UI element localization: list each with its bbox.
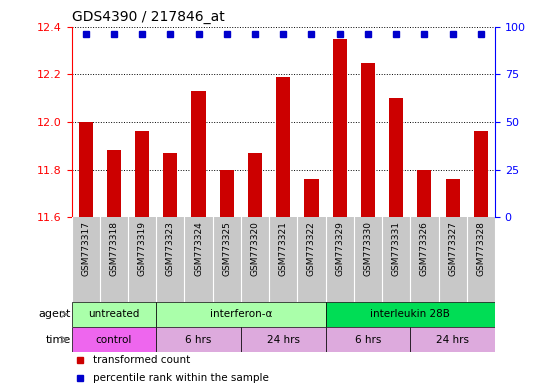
Bar — [389, 98, 403, 384]
Text: 6 hrs: 6 hrs — [355, 334, 381, 344]
Text: GSM773319: GSM773319 — [138, 221, 147, 276]
Bar — [446, 179, 460, 384]
Text: 24 hrs: 24 hrs — [267, 334, 300, 344]
Bar — [474, 131, 488, 384]
Text: GSM773320: GSM773320 — [250, 221, 260, 276]
Text: time: time — [45, 334, 70, 344]
Text: percentile rank within the sample: percentile rank within the sample — [92, 372, 268, 383]
Text: GSM773322: GSM773322 — [307, 221, 316, 276]
Text: control: control — [96, 334, 132, 344]
Text: GSM773326: GSM773326 — [420, 221, 429, 276]
Bar — [326, 327, 410, 352]
Text: GSM773328: GSM773328 — [476, 221, 486, 276]
Text: GSM773321: GSM773321 — [279, 221, 288, 276]
Bar — [333, 39, 347, 384]
Bar — [156, 301, 326, 327]
Text: GSM773329: GSM773329 — [335, 221, 344, 276]
Bar — [417, 169, 432, 384]
Text: GSM773323: GSM773323 — [166, 221, 175, 276]
Bar — [276, 77, 290, 384]
Bar — [72, 301, 156, 327]
Bar — [163, 153, 177, 384]
Bar — [305, 179, 318, 384]
Text: GSM773330: GSM773330 — [364, 221, 372, 276]
Text: GSM773324: GSM773324 — [194, 221, 203, 276]
Bar — [410, 327, 495, 352]
Bar — [361, 63, 375, 384]
Text: interferon-α: interferon-α — [210, 309, 272, 319]
Bar — [191, 91, 206, 384]
Bar — [220, 169, 234, 384]
Bar — [107, 151, 121, 384]
Bar — [326, 301, 495, 327]
Text: GSM773331: GSM773331 — [392, 221, 401, 276]
Bar — [156, 327, 241, 352]
Bar — [72, 327, 156, 352]
Text: agent: agent — [38, 309, 70, 319]
Text: interleukin 28B: interleukin 28B — [370, 309, 450, 319]
Text: GSM773325: GSM773325 — [222, 221, 232, 276]
Bar — [248, 153, 262, 384]
Bar — [241, 327, 326, 352]
Text: 6 hrs: 6 hrs — [185, 334, 212, 344]
Bar — [79, 122, 92, 384]
Text: GSM773318: GSM773318 — [109, 221, 118, 276]
Bar — [135, 131, 149, 384]
Text: GDS4390 / 217846_at: GDS4390 / 217846_at — [72, 10, 224, 25]
Text: 24 hrs: 24 hrs — [436, 334, 469, 344]
Text: untreated: untreated — [88, 309, 140, 319]
Text: transformed count: transformed count — [92, 355, 190, 365]
Text: GSM773327: GSM773327 — [448, 221, 457, 276]
Text: GSM773317: GSM773317 — [81, 221, 90, 276]
